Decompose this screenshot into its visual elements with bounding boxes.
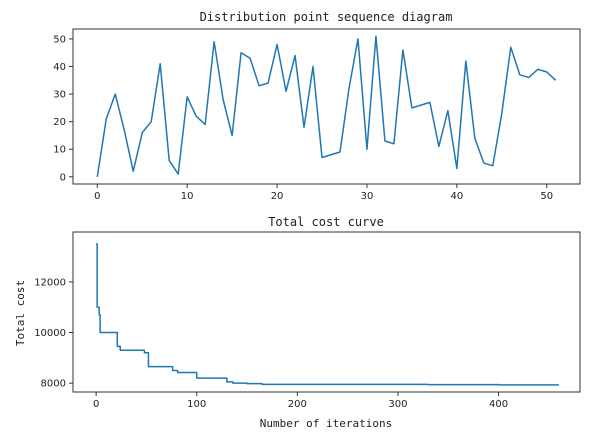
sequence-plot: Distribution point sequence diagram 0 10 2…: [53, 10, 581, 202]
sequence-plot-title: Distribution point sequence diagram: [200, 10, 453, 24]
x-tick-label: 10: [181, 191, 194, 202]
x-tick-label: 50: [540, 191, 553, 202]
y-tick-label: 20: [53, 117, 66, 128]
series-line: [96, 243, 559, 386]
x-tick-label: 30: [361, 191, 374, 202]
x-tick-label: 0: [93, 399, 99, 410]
y-tick-label: 10: [53, 145, 66, 156]
y-tick-label: 8000: [41, 379, 66, 390]
x-tick-label: 200: [288, 399, 307, 410]
x-tick-label: 20: [271, 191, 284, 202]
y-tick-label: 50: [53, 34, 66, 45]
cost-plot-title: Total cost curve: [268, 215, 384, 229]
y-tick-label: 0: [60, 172, 66, 183]
cost-plot-ylabel: Total cost: [14, 280, 27, 346]
x-tick-label: 40: [450, 191, 463, 202]
axes-frame: [72, 231, 581, 393]
cost-plot-xlabel: Number of iterations: [260, 417, 392, 430]
y-tick-label: 40: [53, 62, 66, 73]
x-tick-label: 100: [187, 399, 206, 410]
cost-plot: Total cost curve Number of iterations To…: [14, 215, 581, 430]
x-tick-label: 300: [388, 399, 407, 410]
series-line: [96, 35, 557, 177]
y-tick-label: 30: [53, 90, 66, 101]
x-tick-label: 0: [94, 191, 100, 202]
x-tick-label: 400: [489, 399, 508, 410]
axes-frame: [72, 28, 581, 185]
y-tick-label: 12000: [34, 277, 66, 288]
y-tick-label: 10000: [34, 328, 66, 339]
